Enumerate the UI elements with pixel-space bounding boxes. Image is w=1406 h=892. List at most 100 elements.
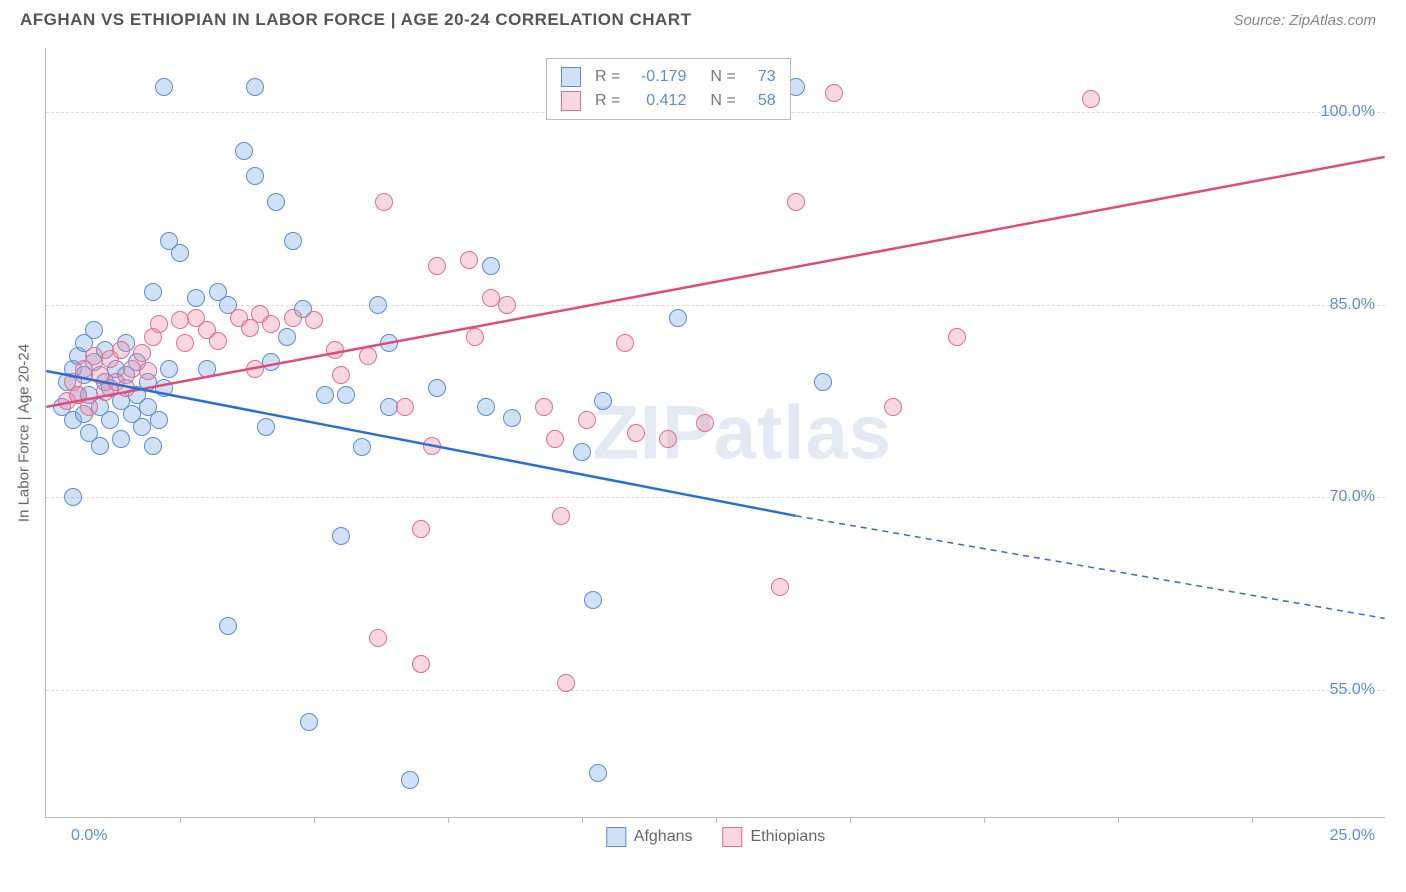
legend-item: Afghans (606, 827, 693, 847)
data-point (696, 414, 714, 432)
data-point (369, 629, 387, 647)
legend-label: Afghans (634, 828, 693, 846)
data-point (219, 617, 237, 635)
x-tick (180, 817, 181, 823)
data-point (573, 443, 591, 461)
data-point (948, 328, 966, 346)
data-point (246, 360, 264, 378)
n-label: N = (710, 92, 735, 110)
y-tick-label: 85.0% (1330, 296, 1375, 314)
data-point (503, 409, 521, 427)
data-point (466, 328, 484, 346)
data-point (616, 334, 634, 352)
data-point (198, 360, 216, 378)
r-value: 0.412 (630, 92, 686, 110)
data-point (209, 332, 227, 350)
data-point (246, 167, 264, 185)
legend-label: Ethiopians (751, 828, 826, 846)
data-point (171, 311, 189, 329)
data-point (176, 334, 194, 352)
y-tick-label: 55.0% (1330, 681, 1375, 699)
data-point (80, 398, 98, 416)
data-point (91, 437, 109, 455)
data-point (150, 315, 168, 333)
x-tick (850, 817, 851, 823)
y-tick-label: 100.0% (1321, 103, 1375, 121)
data-point (262, 353, 280, 371)
series-legend: Afghans Ethiopians (606, 827, 825, 847)
gridline (46, 497, 1385, 498)
data-point (139, 362, 157, 380)
correlation-stats-box: R =-0.179N =73R =0.412N =58 (546, 58, 791, 120)
legend-swatch (606, 827, 626, 847)
data-point (669, 309, 687, 327)
data-point (477, 398, 495, 416)
data-point (144, 437, 162, 455)
data-point (144, 283, 162, 301)
source-attribution: Source: ZipAtlas.com (1233, 12, 1376, 29)
x-tick (582, 817, 583, 823)
data-point (498, 296, 516, 314)
data-point (235, 142, 253, 160)
data-point (535, 398, 553, 416)
trend-line (796, 516, 1385, 619)
data-point (112, 341, 130, 359)
data-point (246, 78, 264, 96)
data-point (884, 398, 902, 416)
data-point (332, 527, 350, 545)
data-point (337, 386, 355, 404)
legend-swatch (723, 827, 743, 847)
data-point (825, 84, 843, 102)
data-point (117, 379, 135, 397)
n-value: 58 (746, 92, 776, 110)
data-point (369, 296, 387, 314)
data-point (257, 418, 275, 436)
x-axis-max-label: 25.0% (1330, 827, 1375, 845)
legend-item: Ethiopians (723, 827, 826, 847)
data-point (428, 379, 446, 397)
data-point (814, 373, 832, 391)
data-point (353, 438, 371, 456)
x-tick (1118, 817, 1119, 823)
data-point (412, 655, 430, 673)
n-value: 73 (746, 68, 776, 86)
chart-plot-area: In Labor Force | Age 20-24 55.0%70.0%85.… (45, 48, 1385, 818)
r-value: -0.179 (630, 68, 686, 86)
legend-swatch (561, 91, 581, 111)
data-point (771, 578, 789, 596)
data-point (133, 344, 151, 362)
data-point (787, 193, 805, 211)
data-point (578, 411, 596, 429)
data-point (659, 430, 677, 448)
y-tick-label: 70.0% (1330, 488, 1375, 506)
data-point (375, 193, 393, 211)
data-point (423, 437, 441, 455)
data-point (278, 328, 296, 346)
data-point (316, 386, 334, 404)
data-point (359, 347, 377, 365)
x-axis-min-label: 0.0% (71, 827, 107, 845)
data-point (160, 360, 178, 378)
data-point (332, 366, 350, 384)
data-point (482, 257, 500, 275)
x-tick (314, 817, 315, 823)
x-tick (716, 817, 717, 823)
data-point (557, 674, 575, 692)
chart-title: AFGHAN VS ETHIOPIAN IN LABOR FORCE | AGE… (20, 10, 691, 30)
r-label: R = (595, 92, 620, 110)
stats-row: R =-0.179N =73 (561, 65, 776, 89)
data-point (460, 251, 478, 269)
data-point (552, 507, 570, 525)
data-point (112, 430, 130, 448)
data-point (428, 257, 446, 275)
data-point (262, 315, 280, 333)
data-point (155, 379, 173, 397)
x-tick (1252, 817, 1253, 823)
data-point (284, 232, 302, 250)
r-label: R = (595, 68, 620, 86)
data-point (305, 311, 323, 329)
gridline (46, 690, 1385, 691)
data-point (396, 398, 414, 416)
data-point (584, 591, 602, 609)
data-point (101, 411, 119, 429)
